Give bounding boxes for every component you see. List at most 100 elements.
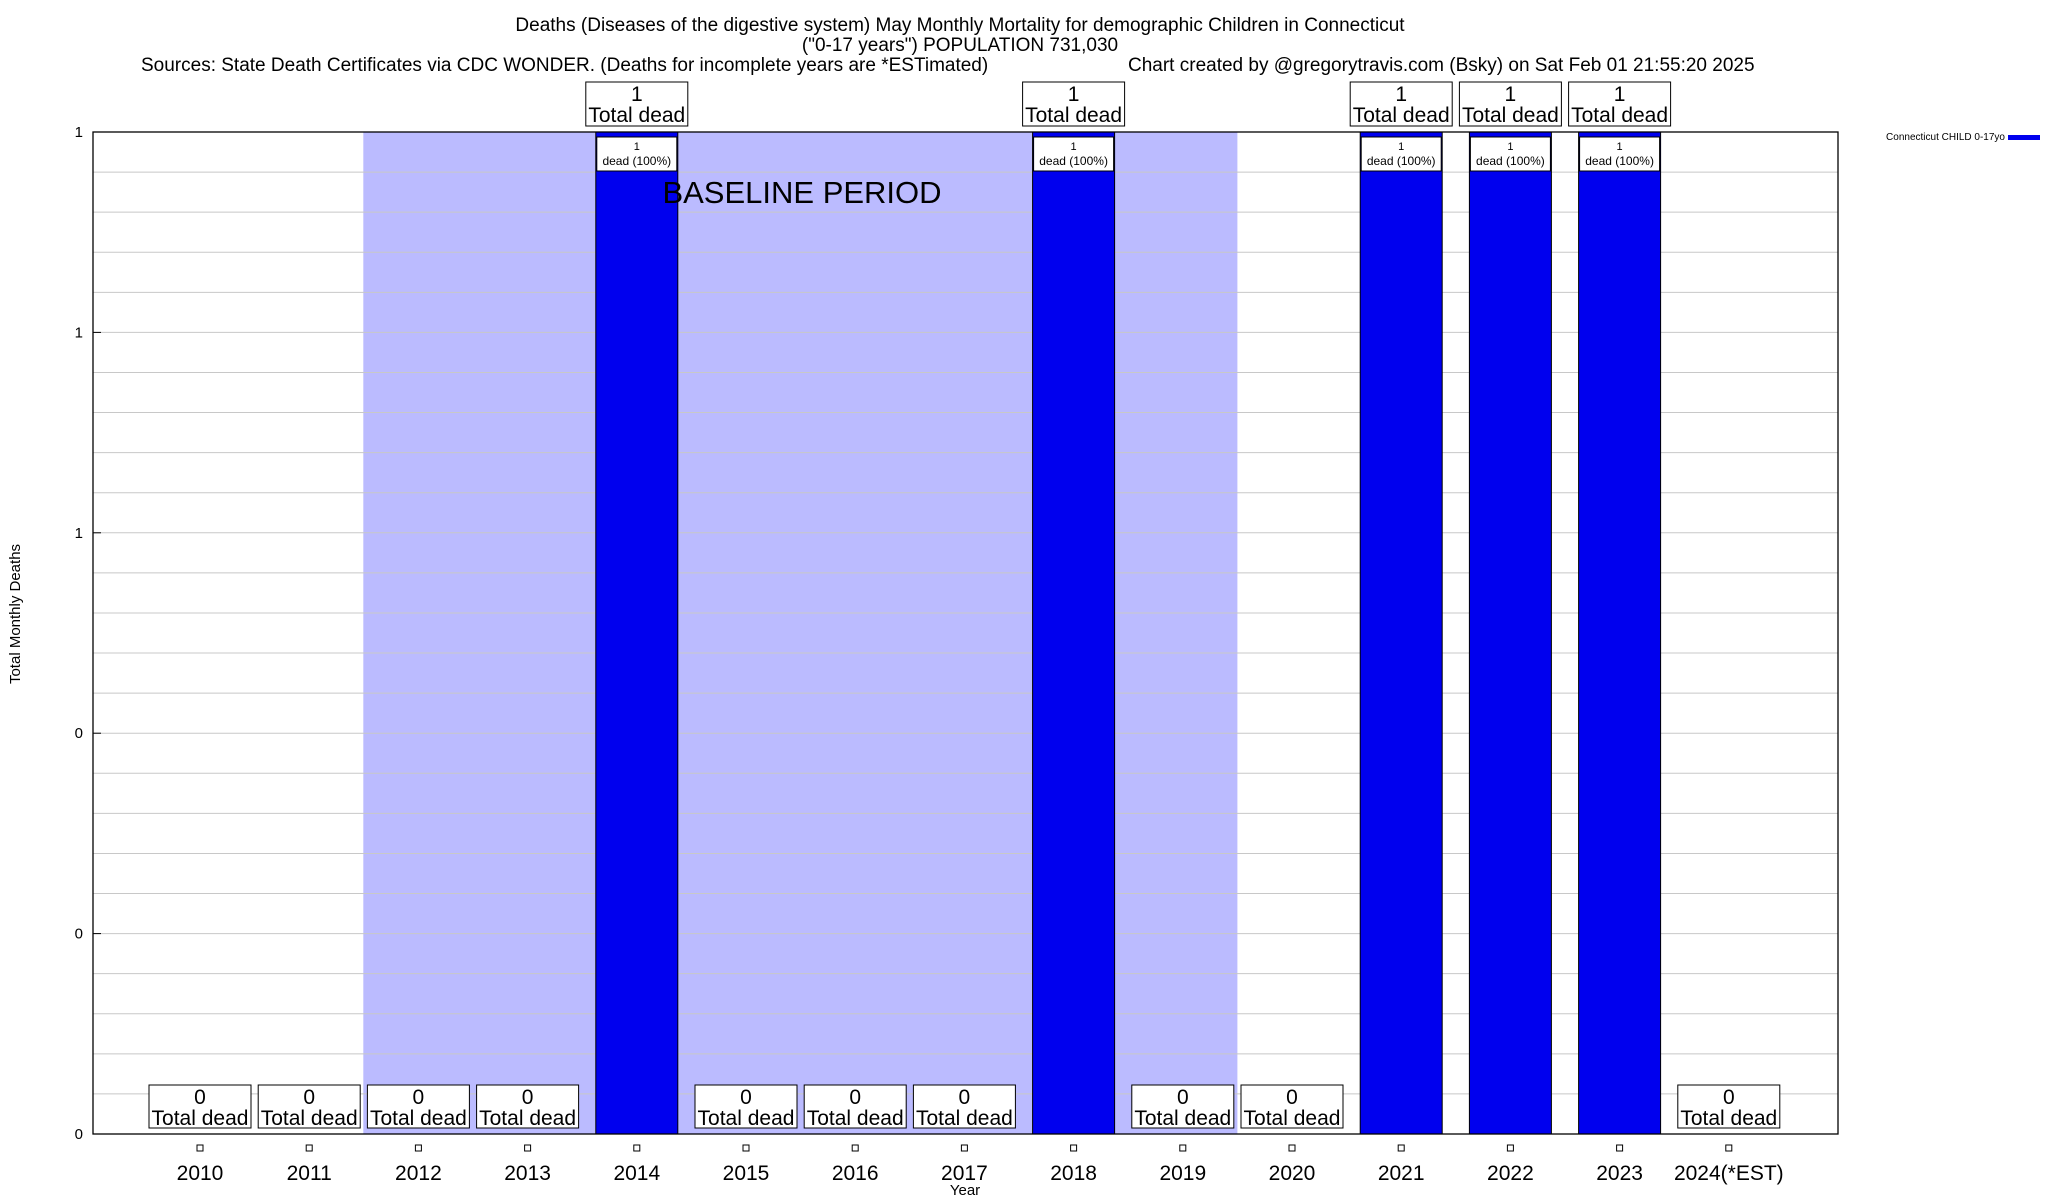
x-axis-label: Year	[950, 1182, 980, 1199]
bar-percent-label: dead (100%)	[1585, 154, 1654, 168]
y-tick-label: 0	[75, 926, 83, 943]
bar-label-box	[1469, 136, 1551, 172]
total-label-box	[1677, 1084, 1781, 1129]
y-tick-label: 0	[75, 1126, 83, 1143]
x-tick-marker	[1616, 1144, 1624, 1152]
bar-2023	[1578, 131, 1662, 1135]
x-tick-label-2019: 2019	[1159, 1162, 1206, 1185]
legend-label: Connecticut CHILD 0-17yo	[1886, 132, 2005, 143]
y-axis-label: Total Monthly Deaths	[7, 544, 24, 684]
x-tick-marker	[196, 1144, 204, 1152]
chart-title-line1: Deaths (Diseases of the digestive system…	[515, 15, 1405, 36]
chart-sources: Sources: State Death Certificates via CD…	[141, 55, 988, 76]
x-tick-marker	[633, 1144, 641, 1152]
total-value-label: 0	[522, 1086, 534, 1109]
x-tick-label-2020: 2020	[1269, 1162, 1316, 1185]
y-tick-label: 0	[75, 725, 83, 742]
total-label-box	[1458, 81, 1562, 127]
bar-value-label: 1	[1507, 141, 1513, 153]
x-tick-label-2018: 2018	[1050, 1162, 1097, 1185]
bar-2021	[1359, 131, 1443, 1135]
bar-2018	[1032, 131, 1116, 1135]
total-label-box	[1568, 81, 1672, 127]
bar-value-label: 1	[1398, 141, 1404, 153]
bar-value-label: 1	[1617, 141, 1623, 153]
x-tick-marker	[851, 1144, 859, 1152]
plot-border	[92, 131, 1839, 1135]
x-tick-marker	[414, 1144, 422, 1152]
total-label-box	[476, 1084, 580, 1129]
x-tick-marker	[960, 1144, 968, 1152]
total-dead-label: Total dead	[1571, 104, 1668, 127]
bar-percent-label: dead (100%)	[1476, 154, 1545, 168]
total-value-label: 0	[194, 1086, 206, 1109]
bar-label-box	[1579, 136, 1661, 172]
total-label-box	[1240, 1084, 1344, 1129]
total-dead-label: Total dead	[261, 1107, 358, 1130]
x-tick-label-2011: 2011	[287, 1162, 332, 1185]
total-dead-label: Total dead	[916, 1107, 1013, 1130]
total-label-box	[1349, 81, 1453, 127]
x-tick-label-2010: 2010	[177, 1162, 224, 1185]
total-dead-label: Total dead	[807, 1107, 904, 1130]
x-tick-marker	[1070, 1144, 1078, 1152]
x-tick-marker	[742, 1144, 750, 1152]
total-label-box	[1131, 1084, 1235, 1129]
total-value-label: 0	[413, 1086, 425, 1109]
y-tick-label: 1	[75, 324, 83, 341]
total-label-box	[694, 1084, 798, 1129]
total-value-label: 0	[1723, 1086, 1735, 1109]
x-tick-label-2015: 2015	[723, 1162, 770, 1185]
chart-credit: Chart created by @gregorytravis.com (Bsk…	[1128, 55, 1755, 76]
x-tick-label-2016: 2016	[832, 1162, 879, 1185]
bar-value-label: 1	[634, 141, 640, 153]
total-value-label: 0	[1177, 1086, 1189, 1109]
x-tick-marker	[1725, 1144, 1733, 1152]
bar-percent-label: dead (100%)	[1039, 154, 1108, 168]
x-tick-marker	[305, 1144, 313, 1152]
total-label-box	[585, 81, 689, 127]
total-value-label: 1	[631, 83, 643, 106]
bar-value-label: 1	[1071, 141, 1077, 153]
x-tick-label-2024(*EST): 2024(*EST)	[1674, 1162, 1784, 1185]
total-value-label: 1	[1505, 83, 1517, 106]
total-value-label: 0	[959, 1086, 971, 1109]
total-value-label: 0	[1286, 1086, 1298, 1109]
x-tick-label-2014: 2014	[613, 1162, 660, 1185]
x-tick-label-2013: 2013	[504, 1162, 551, 1185]
total-dead-label: Total dead	[698, 1107, 795, 1130]
x-tick-marker	[1506, 1144, 1514, 1152]
total-value-label: 0	[849, 1086, 861, 1109]
total-dead-label: Total dead	[152, 1107, 249, 1130]
x-tick-marker	[1288, 1144, 1296, 1152]
bar-percent-label: dead (100%)	[1367, 154, 1436, 168]
x-tick-label-2022: 2022	[1487, 1162, 1534, 1185]
total-value-label: 0	[740, 1086, 752, 1109]
total-dead-label: Total dead	[1680, 1107, 1777, 1130]
y-tick-label: 1	[75, 525, 83, 542]
total-dead-label: Total dead	[1025, 104, 1122, 127]
total-label-box	[366, 1084, 470, 1129]
total-dead-label: Total dead	[588, 104, 685, 127]
x-tick-label-2021: 2021	[1378, 1162, 1425, 1185]
total-dead-label: Total dead	[1134, 1107, 1231, 1130]
bar-label-box	[596, 136, 678, 172]
x-tick-label-2012: 2012	[395, 1162, 442, 1185]
bar-2022	[1468, 131, 1552, 1135]
x-tick-label-2017: 2017	[941, 1162, 988, 1185]
total-label-box	[148, 1084, 252, 1129]
total-value-label: 1	[1068, 83, 1080, 106]
total-label-box	[912, 1084, 1016, 1129]
x-tick-marker	[1397, 1144, 1405, 1152]
x-tick-marker	[1179, 1144, 1187, 1152]
total-dead-label: Total dead	[370, 1107, 467, 1130]
total-dead-label: Total dead	[1353, 104, 1450, 127]
chart-title-line2: ("0-17 years") POPULATION 731,030	[802, 35, 1118, 56]
y-tick-label: 1	[75, 124, 83, 141]
baseline-period-label: BASELINE PERIOD	[662, 175, 941, 210]
bar-label-box	[1033, 136, 1115, 172]
bar-label-box	[1360, 136, 1442, 172]
total-value-label: 0	[303, 1086, 315, 1109]
